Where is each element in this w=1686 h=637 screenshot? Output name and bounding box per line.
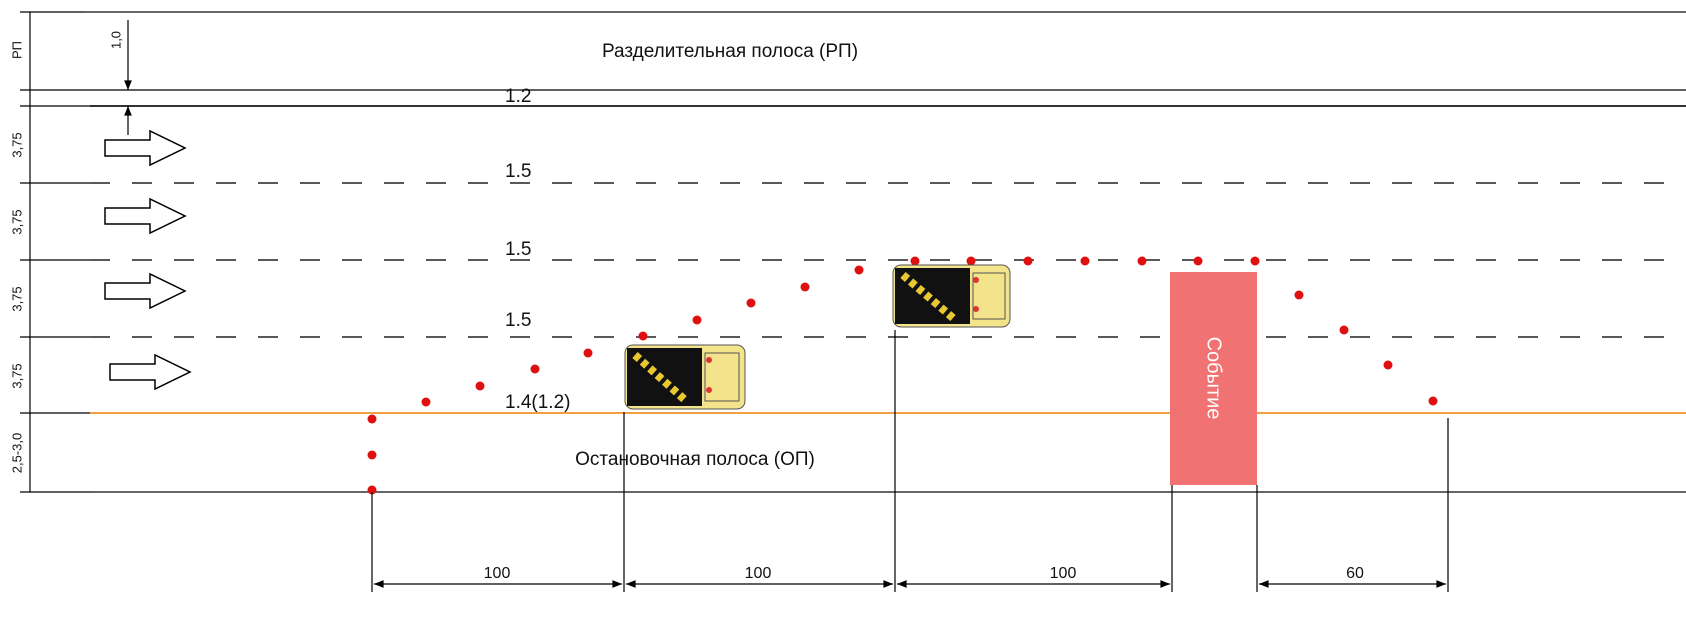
lane-width: 3,75 <box>9 132 24 157</box>
median-dimension: РП <box>9 41 24 59</box>
distance-label: 100 <box>484 565 511 582</box>
shoulder-label: Остановочная полоса (ОП) <box>575 449 815 470</box>
lane-width: 3,75 <box>9 286 24 311</box>
distance-label: 60 <box>1346 565 1364 582</box>
median-label: Разделительная полоса (РП) <box>602 41 858 62</box>
shoulder-width: 2,5-3,0 <box>9 433 24 473</box>
road-lines <box>20 11 1686 493</box>
event-label: Событие <box>1203 337 1225 420</box>
cones <box>367 256 1438 495</box>
lane-width: 3,75 <box>9 209 24 234</box>
event-zone <box>1170 272 1257 485</box>
marking-label: 1.2 <box>505 86 531 107</box>
lane-width: 3,75 <box>9 363 24 388</box>
offset-dimension: 1,0 <box>108 31 123 49</box>
marking-label: 1.5 <box>505 161 531 182</box>
marking-label: 1.5 <box>505 310 531 331</box>
vehicle <box>892 264 1011 328</box>
bottom-dimensions <box>371 330 1449 592</box>
distance-label: 100 <box>745 565 772 582</box>
marking-label: 1.5 <box>505 239 531 260</box>
vehicle <box>624 344 746 410</box>
direction-arrows <box>104 129 192 391</box>
left-dimensions <box>20 11 132 493</box>
distance-label: 100 <box>1050 565 1077 582</box>
marking-label: 1.4(1.2) <box>505 392 570 413</box>
